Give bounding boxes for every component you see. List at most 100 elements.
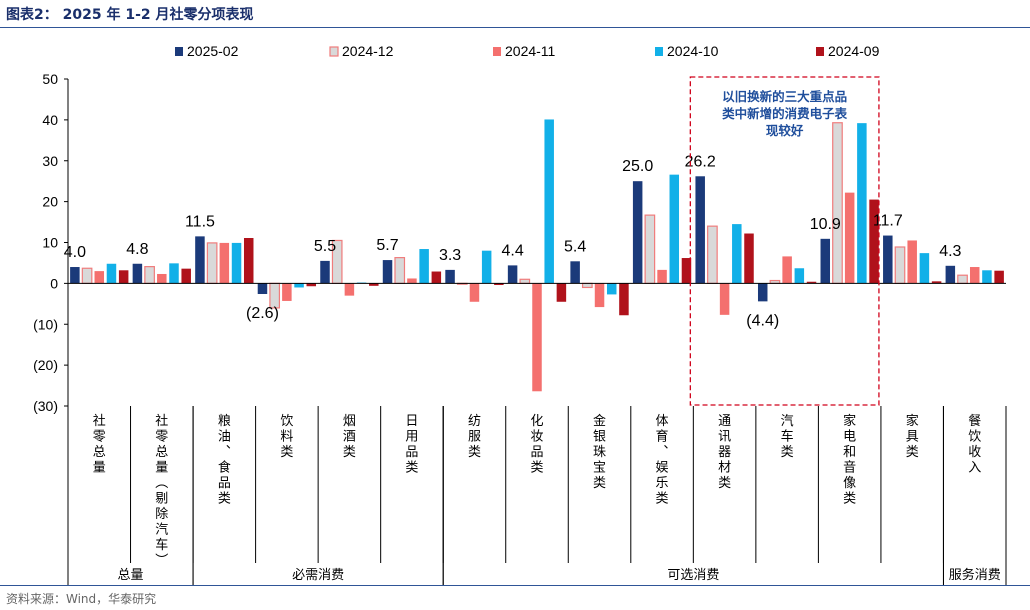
bar-2024-12-13 xyxy=(894,246,906,284)
bar-2024-09-4 xyxy=(369,283,379,286)
category-label-2: 粮油︑食品类 xyxy=(218,414,231,507)
bar-2024-09-11 xyxy=(806,281,817,284)
data-label-14: 4.3 xyxy=(939,243,961,260)
bar-2024-09-0 xyxy=(118,270,129,284)
bar-2024-09-5 xyxy=(431,271,442,284)
bar-2024-10-6 xyxy=(481,250,492,284)
category-label-13: 家具类 xyxy=(906,413,919,460)
y-tick-label: 30 xyxy=(42,153,58,169)
data-label-0: 4.0 xyxy=(64,244,86,261)
bar-2024-09-7 xyxy=(556,283,567,302)
bar-2024-11-0 xyxy=(94,271,105,284)
y-tick-label: 50 xyxy=(42,71,58,87)
y-tick-label: (20) xyxy=(33,357,58,373)
figure-title: 图表2： 2025 年 1-2 月社零分项表现 xyxy=(6,7,254,23)
category-label-10: 通讯器材类 xyxy=(718,414,731,491)
bar-2024-09-13 xyxy=(931,281,942,284)
legend-label-2025-02: 2025-02 xyxy=(187,43,239,59)
bar-2024-11-3 xyxy=(282,283,292,301)
bar-2024-12-5 xyxy=(394,257,406,284)
bar-2024-10-10 xyxy=(732,224,742,284)
bar-2024-10-3 xyxy=(294,283,304,288)
bar-2024-11-2 xyxy=(219,242,230,284)
category-label-1: 社零总量︵剔除汽车︶ xyxy=(155,413,168,569)
y-tick-label: (10) xyxy=(33,316,58,332)
category-label-0: 社零总量 xyxy=(93,413,106,476)
bar-2024-09-3 xyxy=(306,283,317,287)
data-label-12: 10.9 xyxy=(810,216,841,233)
bar-2025-02-13 xyxy=(883,235,893,284)
bar-2024-10-5 xyxy=(419,249,429,284)
category-label-3: 饮料类 xyxy=(280,414,293,460)
data-label-13: 11.7 xyxy=(873,213,903,230)
data-label-1: 4.8 xyxy=(126,241,148,258)
data-labels: 4.0 4.8 11.5 (2.6) 5.5 5.7 3.3 4.4 5.4 25.0 26.2 (4… xyxy=(64,153,962,329)
bar-2024-10-0 xyxy=(106,263,117,284)
bar-2024-11-10 xyxy=(719,283,730,315)
bar-2025-02-2 xyxy=(195,236,205,284)
category-label-12: 家电和音像类 xyxy=(843,413,856,507)
category-label-5: 日用品类 xyxy=(405,414,418,476)
bar-2024-09-1 xyxy=(181,268,191,284)
bar-2024-12-7 xyxy=(519,278,531,284)
bar-2024-11-12 xyxy=(844,192,855,284)
bar-2025-02-5 xyxy=(382,260,393,284)
bar-2024-12-0 xyxy=(81,267,93,284)
data-label-9: 25.0 xyxy=(622,158,653,175)
category-label-6: 纺服类 xyxy=(468,414,481,460)
bar-2024-10-9 xyxy=(669,174,680,284)
bar-2024-10-12 xyxy=(857,123,867,284)
bar-2024-10-8 xyxy=(606,283,617,295)
bar-2024-09-12 xyxy=(869,199,879,284)
bar-2024-11-13 xyxy=(907,240,917,284)
bar-2025-02-3 xyxy=(257,283,268,295)
group-label-0: 总量 xyxy=(118,568,144,583)
data-label-2: 11.5 xyxy=(185,213,215,230)
bar-2025-02-11 xyxy=(757,283,768,302)
bar-2024-11-14 xyxy=(969,267,980,284)
bar-2024-12-2 xyxy=(206,242,218,284)
legend-label-2024-10: 2024-10 xyxy=(667,43,719,59)
group-label-1: 必需消费 xyxy=(292,568,344,583)
bar-2024-09-9 xyxy=(681,258,692,284)
bar-2025-02-1 xyxy=(132,263,143,284)
bar-2025-02-12 xyxy=(820,238,831,284)
bar-2025-02-8 xyxy=(570,261,580,284)
legend-label-2024-11: 2024-11 xyxy=(505,43,556,59)
source-rule xyxy=(0,585,1030,586)
data-label-10: 26.2 xyxy=(685,153,716,170)
data-label-11: (4.4) xyxy=(746,312,779,329)
bar-2025-02-14 xyxy=(945,265,956,284)
bar-2024-10-1 xyxy=(169,263,179,284)
bar-2024-10-13 xyxy=(919,253,930,284)
bar-2024-10-14 xyxy=(982,270,992,284)
annotation-text-0: 以旧换新的三大重点品 xyxy=(722,89,847,104)
y-tick-label: 0 xyxy=(50,275,58,291)
data-label-4: 5.5 xyxy=(314,238,336,255)
bar-chart: 2025-02 2024-12 2024-11 2024-10 2024-09 50 40… xyxy=(33,43,1007,585)
bar-2024-09-6 xyxy=(494,283,504,286)
bar-2024-11-5 xyxy=(407,278,417,284)
bar-2024-09-2 xyxy=(243,238,254,284)
bar-2025-02-6 xyxy=(445,269,455,284)
data-label-3: (2.6) xyxy=(246,305,279,322)
y-axis: 50 40 30 20 10 0 (10) (20) (30) xyxy=(33,71,69,414)
source-note: 资料来源：Wind，华泰研究 xyxy=(6,592,157,606)
bar-2024-10-11 xyxy=(794,268,805,284)
bars-layer xyxy=(70,119,1004,392)
bar-2025-02-9 xyxy=(632,181,643,284)
category-label-8: 金银珠宝类 xyxy=(593,413,606,491)
bar-2024-11-6 xyxy=(469,283,480,302)
data-label-8: 5.4 xyxy=(564,238,586,255)
legend-swatch-2024-11 xyxy=(493,47,501,56)
bar-2024-12-10 xyxy=(707,225,718,284)
y-tick-label: 10 xyxy=(42,235,58,251)
bar-2024-12-1 xyxy=(144,266,155,284)
bar-2024-11-4 xyxy=(344,283,355,296)
legend-swatch-2025-02 xyxy=(175,47,183,56)
bar-2025-02-10 xyxy=(695,176,705,284)
category-label-14: 餐饮收入 xyxy=(968,413,981,476)
legend-swatch-2024-10 xyxy=(655,47,663,56)
bar-2024-12-8 xyxy=(581,282,593,289)
